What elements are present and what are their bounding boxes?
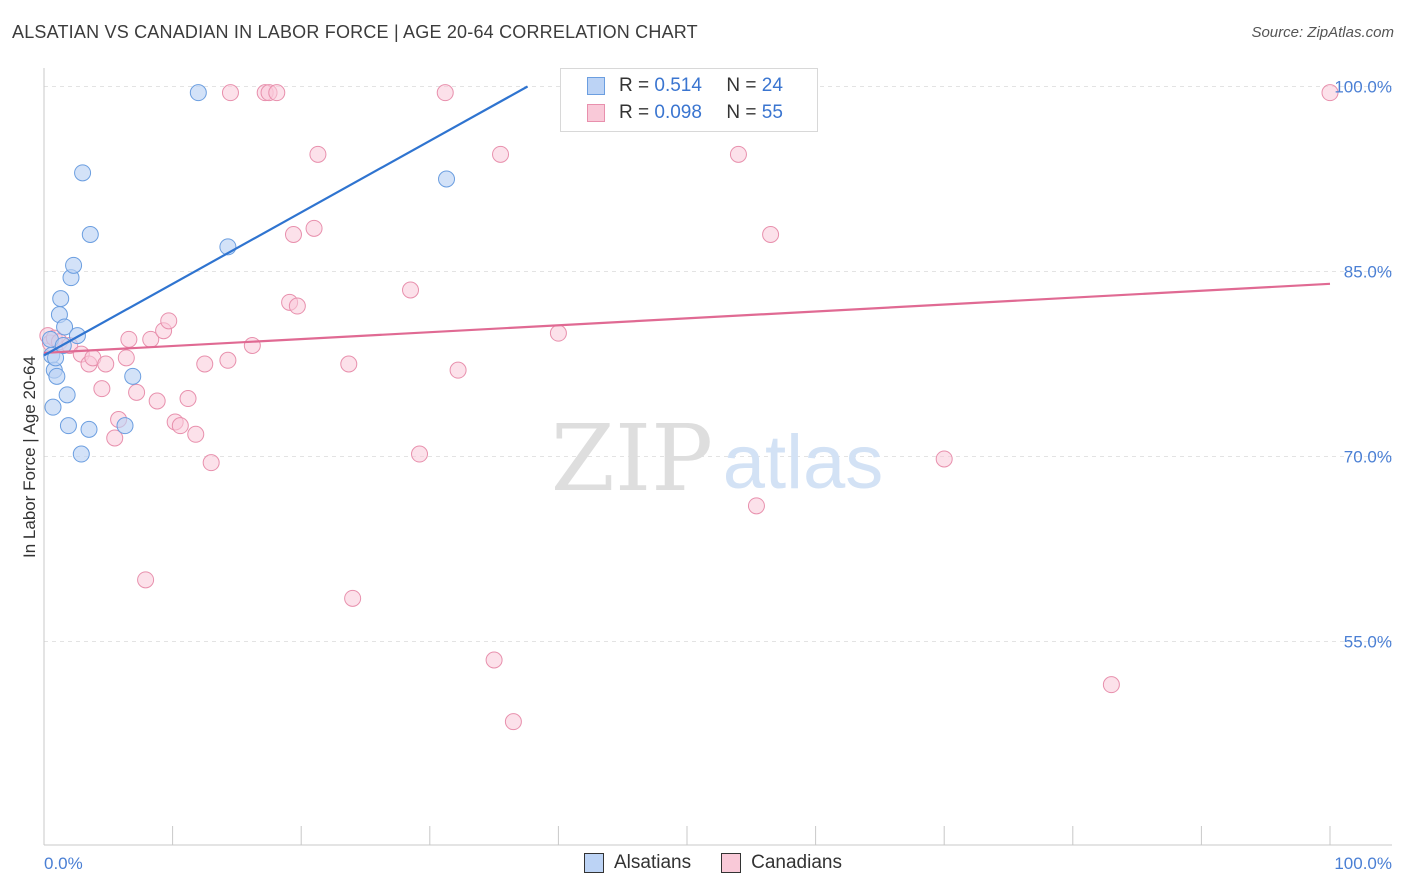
canadians-point <box>221 84 239 102</box>
canadians-point <box>148 392 166 410</box>
alsatians-points <box>41 84 456 463</box>
canadians-point <box>137 571 155 589</box>
alsatians-trend-line <box>43 85 529 357</box>
canadians-point <box>187 425 205 443</box>
n-label: N = <box>726 75 757 96</box>
alsatians-point <box>44 398 62 416</box>
x-tick-label-max: 100.0% <box>1334 854 1392 873</box>
alsatians-point <box>58 386 76 404</box>
canadians-point <box>504 713 522 731</box>
canadians-swatch <box>587 104 605 122</box>
canadians-point <box>485 651 503 669</box>
trend-lines <box>43 85 1331 357</box>
canadians-point <box>93 380 111 398</box>
y-tick-labels: 55.0% 70.0% 85.0% 100.0% <box>1334 78 1392 652</box>
canadians-trend-line <box>43 282 1331 354</box>
canadians-point <box>436 84 454 102</box>
alsatians-legend-swatch <box>584 853 604 873</box>
alsatians-point <box>189 84 207 102</box>
canadians-point <box>344 589 362 607</box>
gridlines <box>44 86 1392 642</box>
alsatians-point <box>65 256 83 274</box>
alsatians-n-value: 24 <box>761 75 783 96</box>
canadians-point <box>179 390 197 408</box>
canadians-point <box>1102 676 1120 694</box>
alsatians-swatch <box>587 77 605 95</box>
canadians-point <box>747 497 765 515</box>
canadians-point <box>128 383 146 401</box>
watermark: ZIP atlas <box>551 405 883 512</box>
canadians-stats: R = 0.098 N = 55 <box>619 100 783 126</box>
x-ticks <box>172 826 1331 845</box>
alsatians-point <box>56 318 74 336</box>
canadians-point <box>935 450 953 468</box>
canadians-point <box>117 349 135 367</box>
watermark-zip: ZIP <box>551 405 713 512</box>
canadians-point <box>97 355 115 373</box>
canadians-point <box>762 226 780 243</box>
canadians-point <box>1321 84 1339 102</box>
series-legend: Alsatians Canadians <box>584 852 872 874</box>
canadians-point <box>288 297 306 315</box>
canadians-point <box>219 351 237 369</box>
legend-item-canadians: Canadians <box>721 852 842 874</box>
canadians-point <box>492 145 510 163</box>
alsatians-point <box>52 290 70 308</box>
watermark-atlas: atlas <box>723 420 884 505</box>
correlation-legend: R = 0.514 N = 24 R = 0.098 N = 55 <box>560 68 818 132</box>
y-tick-label: 100.0% <box>1334 78 1392 97</box>
alsatians-point <box>72 445 90 463</box>
alsatians-point <box>80 420 98 438</box>
canadians-point <box>549 324 567 342</box>
canadians-n-value: 55 <box>761 102 783 123</box>
alsatians-point <box>48 367 66 385</box>
canadians-point <box>411 445 429 463</box>
canadians-point <box>449 361 467 379</box>
y-tick-label: 55.0% <box>1344 633 1392 652</box>
canadians-point <box>120 330 138 348</box>
canadians-point <box>340 355 358 373</box>
chart-title: ALSATIAN VS CANADIAN IN LABOR FORCE | AG… <box>12 22 698 42</box>
r-label: R = <box>619 102 650 123</box>
alsatians-point <box>74 164 92 182</box>
source-note: Source: ZipAtlas.com <box>1251 24 1394 41</box>
alsatians-point <box>81 226 99 243</box>
canadians-point <box>309 145 327 163</box>
canadians-legend-swatch <box>721 853 742 873</box>
canadians-point <box>268 84 286 102</box>
canadians-point <box>729 145 747 163</box>
canadians-point <box>171 417 189 435</box>
canadians-point <box>202 454 220 472</box>
alsatians-stats: R = 0.514 N = 24 <box>619 73 783 99</box>
canadians-point <box>160 312 178 330</box>
canadians-r-value: 0.098 <box>654 102 702 123</box>
y-tick-label: 85.0% <box>1344 263 1392 282</box>
alsatians-point <box>116 417 134 435</box>
canadians-point <box>196 355 214 373</box>
canadians-legend-label: Canadians <box>751 852 842 873</box>
canadians-point <box>402 281 420 299</box>
canadians-point <box>106 429 124 447</box>
alsatians-r-value: 0.514 <box>654 75 702 96</box>
legend-item-alsatians: Alsatians <box>584 852 691 874</box>
alsatians-point <box>438 170 456 188</box>
n-label: N = <box>726 102 757 123</box>
canadians-point <box>243 337 261 354</box>
canadians-point <box>305 219 323 237</box>
axes <box>43 68 1392 846</box>
r-label: R = <box>619 75 650 96</box>
y-axis-label: In Labor Force | Age 20-64 <box>20 356 39 558</box>
alsatians-point <box>59 417 77 435</box>
alsatians-legend-label: Alsatians <box>614 852 692 873</box>
alsatians-point <box>124 367 142 385</box>
x-tick-label-min: 0.0% <box>44 854 83 873</box>
y-tick-label: 70.0% <box>1344 448 1392 467</box>
canadians-point <box>284 226 302 243</box>
